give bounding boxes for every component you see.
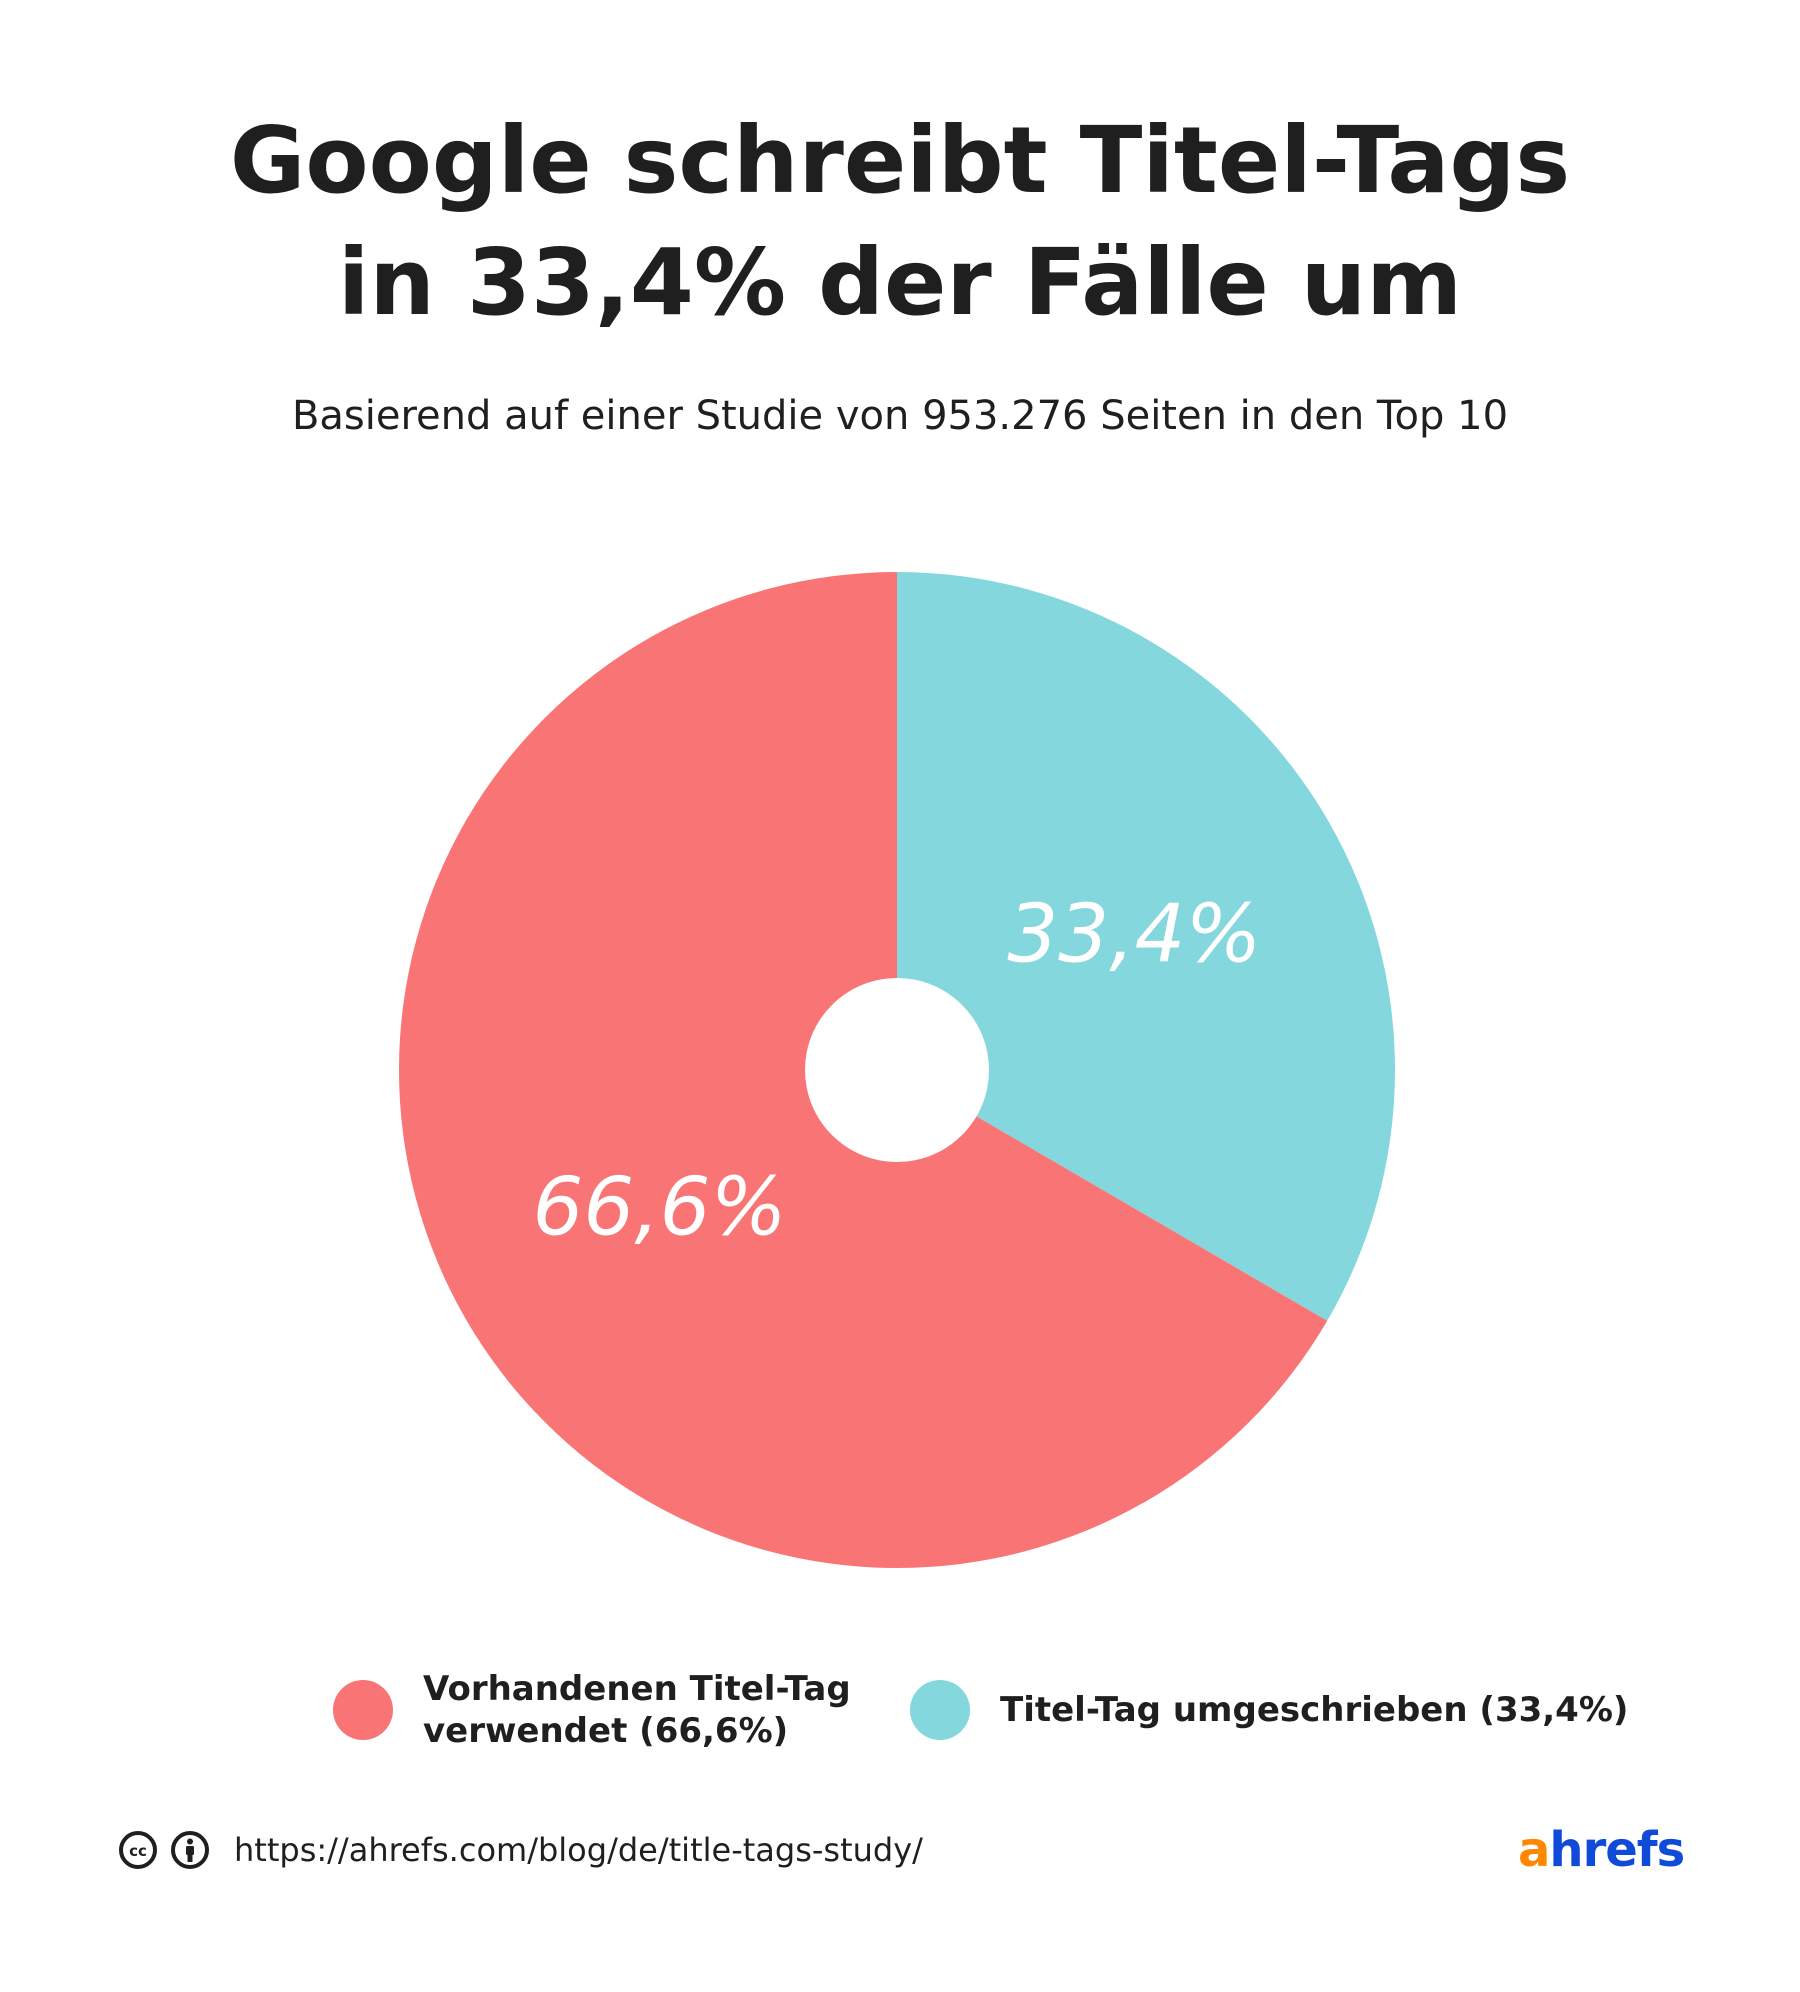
legend-swatch-title-tag-rewritten — [910, 1680, 970, 1740]
chart-legend: Vorhandenen Titel-Tag verwendet (66,6%) … — [0, 1655, 1800, 1765]
chart-title-line-2: in 33,4% der Fälle um — [337, 229, 1463, 336]
legend-label-title-tag-used: Vorhandenen Titel-Tag verwendet (66,6%) — [423, 1669, 851, 1751]
chart-subtitle: Basierend auf einer Studie von 953.276 S… — [291, 393, 1509, 439]
source-url[interactable]: https://ahrefs.com/blog/de/title-tags-st… — [234, 1831, 923, 1869]
pie-slice-title-tag-rewritten — [897, 572, 1395, 1321]
legend-label-title-tag-rewritten: Titel-Tag umgeschrieben (33,4%) — [1000, 1690, 1629, 1730]
data-label-title-tag-used: 66,6% — [532, 1160, 786, 1253]
chart-title: Google schreibt Titel-Tags in 33,4% der … — [0, 100, 1800, 344]
legend-swatch-title-tag-used — [333, 1680, 393, 1740]
data-label-title-tag-rewritten: 33,4% — [1007, 888, 1261, 981]
legend-item-title-tag-used: Vorhandenen Titel-Tag verwendet (66,6%) — [333, 1655, 863, 1765]
donut-hole — [805, 978, 989, 1162]
footer: cc https://ahrefs.com/blog/de/title-tags… — [0, 1822, 1800, 1882]
brand-logo-prefix: a — [1518, 1822, 1550, 1878]
creative-commons-icon: cc — [119, 1831, 157, 1869]
brand-logo-rest: hrefs — [1549, 1822, 1685, 1878]
legend-item-title-tag-rewritten: Titel-Tag umgeschrieben (33,4%) — [910, 1655, 1628, 1765]
ahrefs-logo: ahrefs — [1518, 1822, 1685, 1878]
chart-title-line-1: Google schreibt Titel-Tags — [229, 107, 1571, 214]
attribution-icon — [171, 1831, 209, 1869]
svg-text:cc: cc — [129, 1842, 147, 1860]
